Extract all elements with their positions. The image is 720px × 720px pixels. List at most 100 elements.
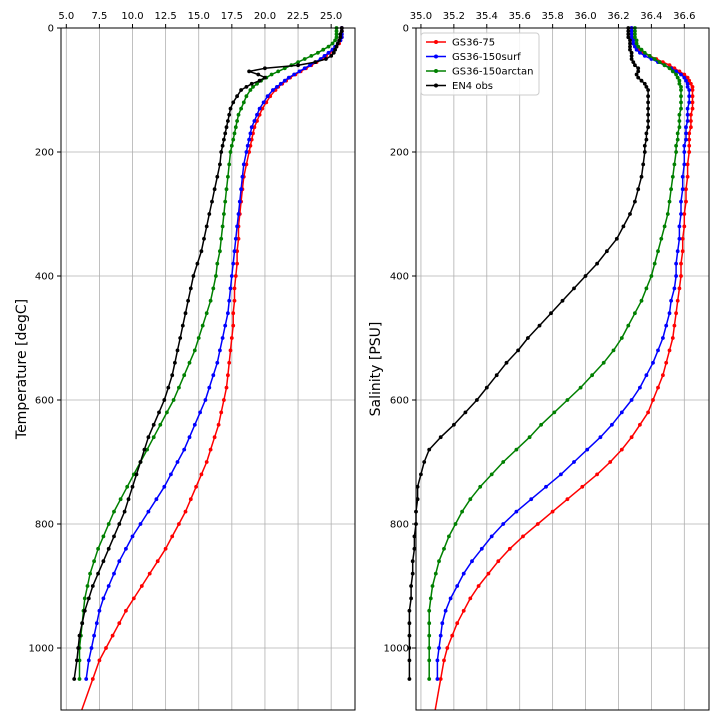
- data-point: [675, 131, 680, 136]
- data-point: [437, 646, 441, 650]
- data-point: [580, 484, 585, 489]
- data-point: [219, 236, 224, 241]
- data-point: [657, 60, 662, 64]
- data-point: [231, 137, 236, 142]
- data-point: [685, 174, 690, 179]
- data-point: [194, 484, 199, 489]
- data-point: [334, 44, 339, 49]
- data-point: [560, 298, 565, 303]
- y-axis-label: Temperature [degC]: [14, 299, 30, 440]
- data-point: [187, 435, 192, 440]
- data-point: [86, 658, 91, 663]
- data-point: [679, 100, 683, 105]
- data-point: [112, 509, 116, 514]
- data-point: [82, 596, 87, 601]
- data-point: [455, 584, 460, 588]
- data-point: [162, 484, 167, 489]
- data-point: [170, 534, 175, 539]
- y-axis-label: Salinity [PSU]: [368, 322, 384, 417]
- data-point: [231, 311, 236, 316]
- data-point: [667, 199, 672, 204]
- data-point: [684, 125, 688, 130]
- data-point: [601, 360, 606, 365]
- data-point: [628, 41, 632, 46]
- data-point: [682, 150, 687, 154]
- data-point: [158, 422, 163, 427]
- data-point: [489, 534, 494, 539]
- data-point: [479, 546, 484, 551]
- data-point: [685, 106, 690, 111]
- data-point: [636, 187, 641, 192]
- data-point: [204, 460, 209, 464]
- data-point: [183, 509, 188, 514]
- data-point: [674, 72, 678, 77]
- axes-frame: [415, 27, 710, 711]
- data-point: [507, 546, 512, 551]
- data-point: [240, 174, 245, 179]
- data-point: [674, 143, 678, 148]
- data-point: [496, 559, 501, 564]
- data-point: [478, 484, 483, 489]
- data-point: [427, 658, 432, 663]
- data-point: [652, 261, 657, 266]
- data-point: [679, 261, 683, 266]
- data-point: [670, 174, 675, 179]
- data-point: [646, 119, 650, 123]
- data-point: [182, 373, 187, 378]
- data-point: [321, 47, 326, 52]
- data-point: [475, 398, 479, 402]
- data-point: [235, 119, 240, 123]
- data-point: [241, 162, 246, 167]
- data-point: [628, 38, 632, 43]
- data-point: [680, 236, 685, 241]
- data-point: [675, 137, 680, 142]
- data-point: [669, 187, 673, 192]
- x-tick-label: 25.0: [320, 11, 342, 22]
- y-tick-label: 600: [35, 396, 54, 407]
- data-point: [633, 44, 637, 49]
- data-point: [223, 323, 228, 328]
- data-point: [664, 360, 669, 365]
- data-point: [104, 646, 108, 650]
- data-point: [125, 484, 130, 489]
- data-point: [438, 435, 443, 440]
- data-point: [583, 274, 588, 278]
- data-point: [639, 78, 644, 83]
- data-point: [690, 85, 695, 89]
- data-point: [646, 88, 650, 92]
- data-point: [171, 398, 176, 402]
- data-point: [101, 559, 106, 564]
- y-tick-label: 800: [390, 520, 409, 531]
- data-point: [90, 584, 95, 588]
- data-point: [619, 336, 624, 340]
- data-point: [235, 261, 240, 266]
- data-point: [326, 44, 331, 49]
- data-point: [677, 125, 682, 130]
- data-point: [269, 72, 274, 77]
- data-point: [84, 677, 89, 681]
- x-tick-label: 35.4: [476, 11, 498, 22]
- data-point: [427, 677, 432, 681]
- data-point: [223, 199, 228, 204]
- data-point: [679, 85, 683, 89]
- data-point: [249, 81, 254, 86]
- data-point: [435, 677, 440, 681]
- series-line-extension: [81, 678, 94, 711]
- data-point: [535, 522, 540, 526]
- data-point: [154, 497, 159, 502]
- data-point: [427, 621, 432, 626]
- data-point: [227, 360, 232, 365]
- data-point: [110, 633, 115, 638]
- data-point: [407, 621, 412, 626]
- data-point: [685, 81, 690, 86]
- data-point: [232, 249, 237, 254]
- data-point: [452, 422, 456, 427]
- data-point: [220, 224, 225, 229]
- data-point: [677, 78, 682, 83]
- data-point: [322, 54, 327, 58]
- data-point: [619, 447, 624, 452]
- data-point: [208, 447, 213, 452]
- data-point: [427, 608, 432, 613]
- data-point: [644, 85, 649, 89]
- data-point: [187, 360, 192, 365]
